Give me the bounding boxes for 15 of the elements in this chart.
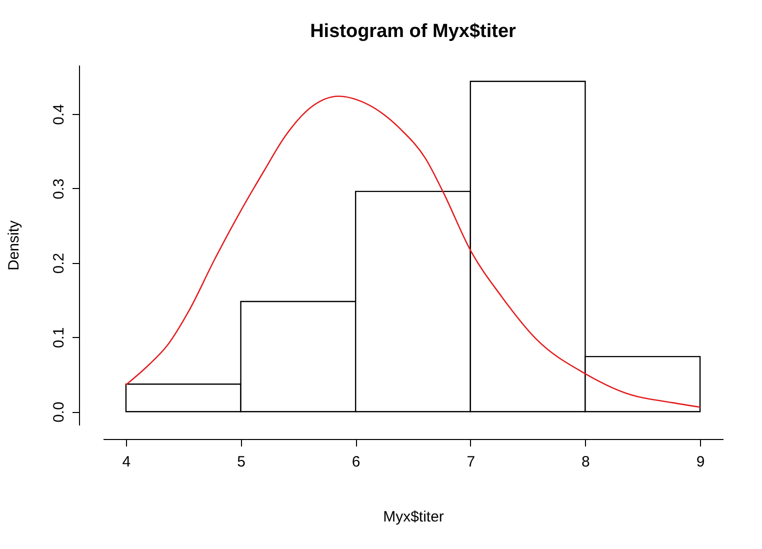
x-tick-label: 5	[237, 454, 246, 470]
y-tick-label: 0.1	[50, 327, 68, 348]
x-tick-label: 6	[352, 454, 360, 470]
line-series	[125, 96, 701, 408]
x-tick-label: 8	[582, 454, 590, 470]
chart-title: Histogram of Myx$titer	[310, 21, 517, 42]
x-axis-title: Myx$titer	[383, 508, 444, 526]
x-tick-label: 7	[466, 454, 476, 470]
y-tick-label: 0.3	[50, 178, 68, 200]
y-tick-label: 0.2	[50, 252, 68, 274]
y-tick-label: 0.0	[50, 402, 68, 423]
x-tick-label: 4	[122, 454, 131, 470]
y-tick-label: 0.4	[50, 104, 68, 126]
y-axis-title: Density	[6, 220, 22, 271]
x-tick-label: 9	[696, 454, 705, 470]
